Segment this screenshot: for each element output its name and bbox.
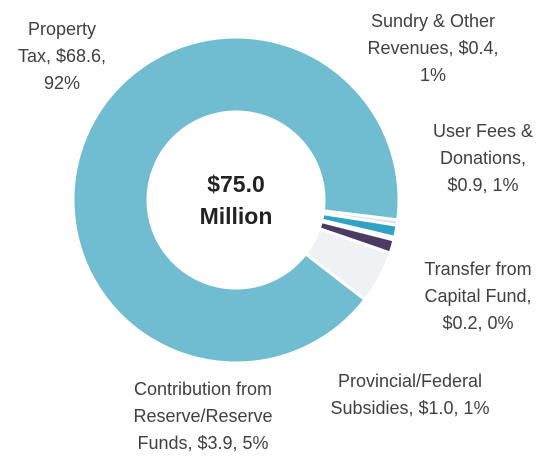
slice-label: Property Tax, $68.6, 92% xyxy=(17,19,107,93)
center-label: $75.0 Million xyxy=(199,171,273,229)
slice-label: User Fees & Donations, $0.9, 1% xyxy=(432,121,534,195)
slice-label: Transfer from Capital Fund, $0.2, 0% xyxy=(424,259,532,333)
slice-label: Contribution from Reserve/Reserve Funds,… xyxy=(133,379,273,453)
slice-label: Provincial/Federal Subsidies, $1.0, 1% xyxy=(330,371,490,418)
donut-slice xyxy=(71,35,401,365)
slice-label: Sundry & Other Revenues, $0.4, 1% xyxy=(367,11,499,85)
